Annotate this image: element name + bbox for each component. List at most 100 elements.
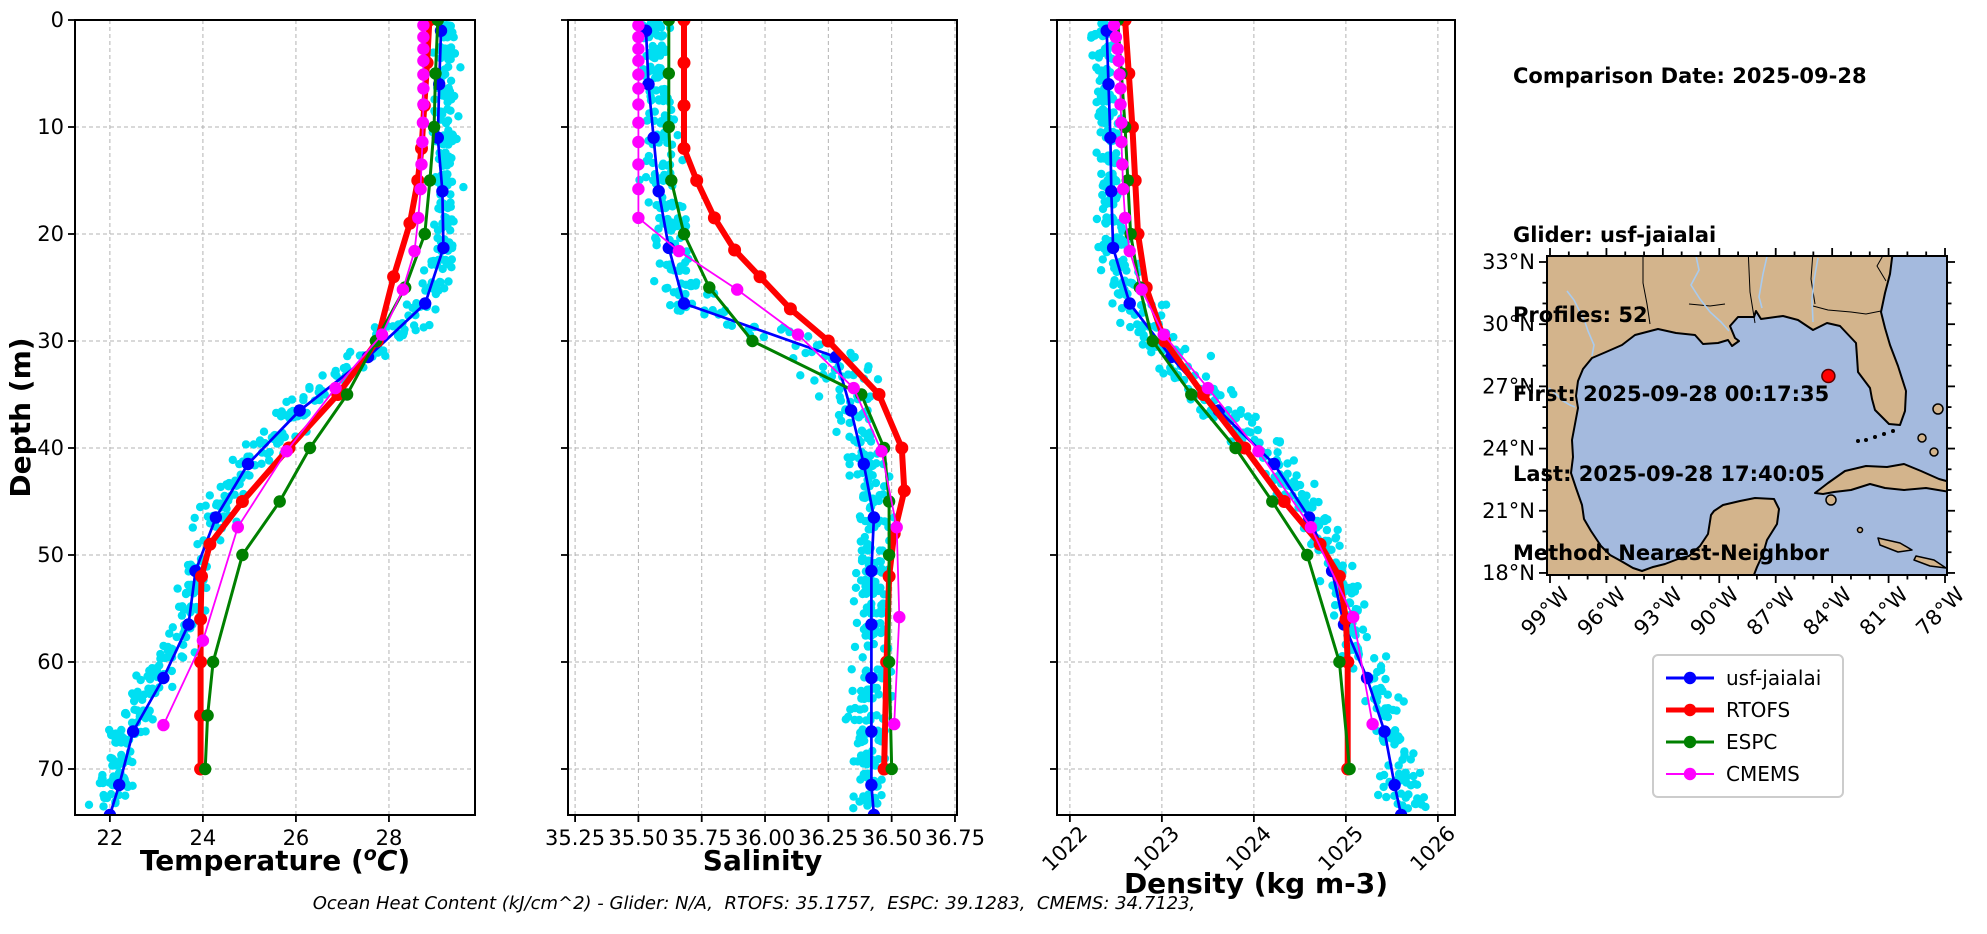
river bbox=[1690, 256, 1730, 332]
y-axis bbox=[1050, 19, 1057, 770]
map-ticks bbox=[1539, 248, 1955, 583]
x-axis-label: Density (kg m-3) bbox=[1124, 867, 1388, 900]
x-tick-label: 1022 bbox=[1037, 821, 1092, 876]
land-north-america bbox=[1547, 256, 1907, 575]
glider-name: Glider: usf-jaialai bbox=[1513, 223, 1717, 247]
legend-line-marker-icon bbox=[1666, 767, 1714, 781]
x-tick-label: 24 bbox=[190, 826, 217, 850]
plot-area bbox=[632, 20, 911, 815]
y-axis: 0 10 20 30 40 50 60 70 bbox=[37, 8, 75, 781]
land-cuba bbox=[1814, 463, 1947, 495]
florida-keys bbox=[1873, 435, 1877, 439]
x-axis: 22 24 26 28 bbox=[97, 815, 403, 850]
y-axis bbox=[561, 19, 568, 770]
florida-keys bbox=[1856, 439, 1860, 443]
x-tick-label: 22 bbox=[97, 826, 124, 850]
river bbox=[1548, 387, 1576, 408]
y-tick-label: 40 bbox=[37, 436, 64, 460]
land-island bbox=[1917, 433, 1927, 443]
axes-frame bbox=[1056, 19, 1456, 816]
state-border bbox=[1642, 256, 1651, 325]
x-tick-label: 28 bbox=[376, 826, 403, 850]
x-tick-label: 36.25 bbox=[798, 826, 858, 850]
x-tick-label: 35.50 bbox=[608, 826, 668, 850]
legend-item-espc: ESPC bbox=[1664, 726, 1842, 758]
y-tick-label: 20 bbox=[37, 222, 64, 246]
lat-tick-label: 27°N bbox=[1482, 374, 1535, 398]
land-island bbox=[1929, 447, 1939, 457]
x-tick-label: 35.25 bbox=[545, 826, 605, 850]
ocean-heat-content-annotation: Ocean Heat Content (kJ/cm^2) - Glider: N… bbox=[312, 893, 1196, 914]
y-tick-label: 70 bbox=[37, 757, 64, 781]
map-area bbox=[1547, 256, 1947, 575]
x-tick-label: 1026 bbox=[1405, 821, 1460, 876]
legend-label: ESPC bbox=[1726, 730, 1778, 754]
info-panel: Comparison Date: 2025-09-28 Glider: usf-… bbox=[1513, 10, 1867, 620]
legend-item-rtofs: RTOFS bbox=[1664, 694, 1842, 726]
series-CMEMS bbox=[1107, 20, 1379, 731]
series-ESPC bbox=[662, 20, 898, 776]
y-tick-label: 10 bbox=[37, 115, 64, 139]
legend-label: RTOFS bbox=[1726, 698, 1791, 722]
method-label: Method: Nearest-Neighbor bbox=[1513, 541, 1829, 565]
land-island bbox=[1932, 403, 1944, 415]
x-axis-label: Salinity bbox=[703, 844, 822, 877]
land-island bbox=[1877, 537, 1913, 553]
lat-tick-label: 18°N bbox=[1482, 561, 1535, 585]
grid-lines bbox=[568, 19, 957, 815]
chart-gulf-map: 33°N30°N27°N24°N21°N18°N99°W96°W93°W90°W… bbox=[1482, 248, 1969, 640]
profiles-count: Profiles: 52 bbox=[1513, 302, 1648, 327]
series-CMEMS bbox=[157, 20, 430, 732]
comparison-date: Comparison Date: 2025-09-28 bbox=[1513, 64, 1867, 88]
map-frame bbox=[1546, 255, 1948, 576]
series-CMEMS bbox=[632, 20, 906, 731]
river bbox=[1811, 257, 1819, 323]
axes-frame bbox=[74, 19, 476, 816]
y-tick-label: 60 bbox=[37, 650, 64, 674]
x-tick-label: 36.00 bbox=[735, 826, 795, 850]
series-usf-jaialai bbox=[103, 24, 450, 815]
lat-tick-label: 24°N bbox=[1482, 437, 1535, 461]
florida-keys bbox=[1864, 438, 1868, 442]
glider-raw-points bbox=[635, 20, 899, 813]
chart-temperature: 22 24 26 28 0 10 20 30 40 50 60 70 Temperature (oC) D… bbox=[4, 8, 476, 877]
legend-label: usf-jaialai bbox=[1726, 666, 1822, 690]
series-ESPC bbox=[199, 20, 444, 776]
y-axis-label: Depth (m) bbox=[4, 337, 37, 497]
state-border bbox=[1812, 305, 1882, 315]
plot-area bbox=[1087, 20, 1430, 815]
axes-frame bbox=[567, 19, 958, 816]
lat-tick-label: 33°N bbox=[1482, 250, 1535, 274]
x-tick-label: 35.75 bbox=[672, 826, 732, 850]
y-tick-label: 30 bbox=[37, 329, 64, 353]
lat-tick-label: 21°N bbox=[1482, 499, 1535, 523]
y-tick-label: 50 bbox=[37, 543, 64, 567]
state-border bbox=[1810, 256, 1816, 305]
y-tick-label: 0 bbox=[51, 8, 64, 32]
land-island bbox=[1913, 555, 1947, 569]
plot-area bbox=[84, 20, 468, 815]
chart-salinity: 35.25 35.50 35.75 36.00 36.25 36.50 36.75Salin… bbox=[545, 19, 985, 877]
legend-item-usf-jaialai: usf-jaialai bbox=[1664, 662, 1842, 694]
land-island bbox=[1825, 494, 1837, 506]
lat-tick-label: 30°N bbox=[1482, 312, 1535, 336]
legend-label: CMEMS bbox=[1726, 762, 1800, 786]
series-RTOFS bbox=[677, 20, 911, 776]
state-border bbox=[1747, 256, 1756, 324]
x-axis-label: Temperature (oC) bbox=[140, 843, 410, 877]
legend-line-marker-icon bbox=[1666, 703, 1714, 717]
florida-keys bbox=[1891, 429, 1895, 433]
lon-tick-label: 78°W bbox=[1911, 582, 1969, 640]
state-border bbox=[1688, 303, 1726, 307]
legend-item-cmems: CMEMS bbox=[1664, 758, 1842, 790]
river bbox=[1758, 256, 1768, 309]
info-spacer bbox=[1513, 143, 1867, 170]
legend: usf-jaialai RTOFS ESPC CMEMS bbox=[1652, 654, 1844, 798]
last-timestamp: Last: 2025-09-28 17:40:05 bbox=[1513, 461, 1825, 486]
x-tick-label: 26 bbox=[283, 826, 310, 850]
grid-lines bbox=[75, 19, 475, 815]
legend-line-marker-icon bbox=[1666, 735, 1714, 749]
glider-position-marker bbox=[1821, 368, 1836, 384]
river bbox=[1566, 290, 1595, 357]
